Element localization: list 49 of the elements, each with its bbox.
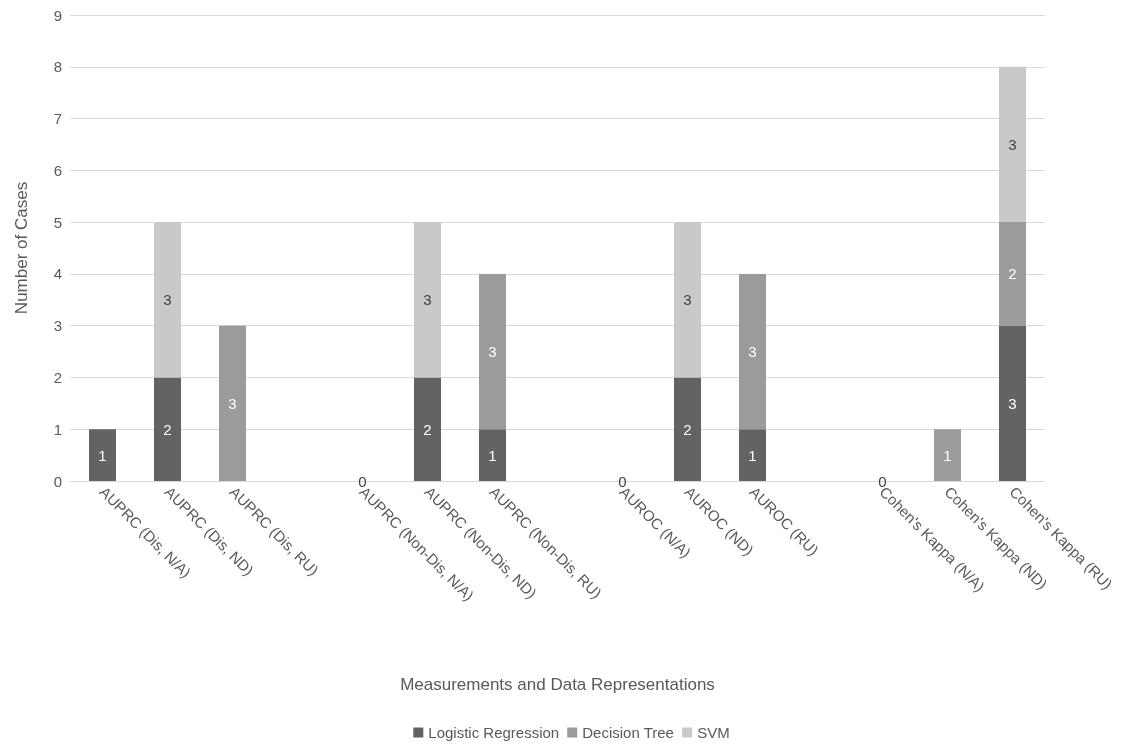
data-label: 2 [1008,265,1017,283]
y-tick-label: 0 [53,472,62,490]
x-axis-title: Measurements and Data Representations [400,675,715,694]
bar [739,273,766,430]
bar [999,66,1026,223]
data-label: 3 [748,343,757,361]
y-tick-label: 5 [53,213,62,231]
data-label: 3 [1008,135,1017,153]
bar [479,429,506,481]
data-label: 3 [683,291,692,309]
data-label: 1 [748,446,757,464]
bar [674,222,701,378]
legend-label: SVM [697,724,730,741]
y-axis-title: Number of Cases [12,181,31,315]
y-tick-label: 7 [53,110,62,128]
data-label: 2 [683,420,692,438]
data-label: 0 [358,472,367,490]
legend-label: Logistic Regression [428,724,560,741]
data-label: 3 [228,394,237,412]
y-tick-label: 3 [53,317,62,335]
data-label: 1 [488,446,497,464]
data-label: 3 [1008,394,1017,412]
y-tick-label: 9 [53,6,62,24]
y-tick-label: 6 [53,161,62,179]
data-label: 3 [423,291,432,309]
bar [414,222,441,378]
data-label: 3 [488,343,497,361]
y-tick-label: 4 [53,265,62,283]
bar [414,377,441,481]
data-label: 2 [163,420,172,438]
bar [999,222,1026,326]
data-label: 2 [423,420,432,438]
data-label: 3 [163,291,172,309]
bar [999,325,1026,481]
bar [479,273,506,430]
bar [89,429,116,481]
y-tick-label: 1 [53,420,62,438]
bar [219,325,246,481]
bar [934,429,961,481]
bar [739,429,766,481]
bar [154,222,181,378]
bar [674,377,701,481]
data-label: 1 [943,446,952,464]
y-tick-label: 8 [53,58,62,76]
data-label: 0 [618,472,627,490]
bar [154,377,181,481]
legend-label: Decision Tree [582,724,674,741]
y-tick-label: 2 [53,368,62,386]
data-label: 1 [98,446,107,464]
